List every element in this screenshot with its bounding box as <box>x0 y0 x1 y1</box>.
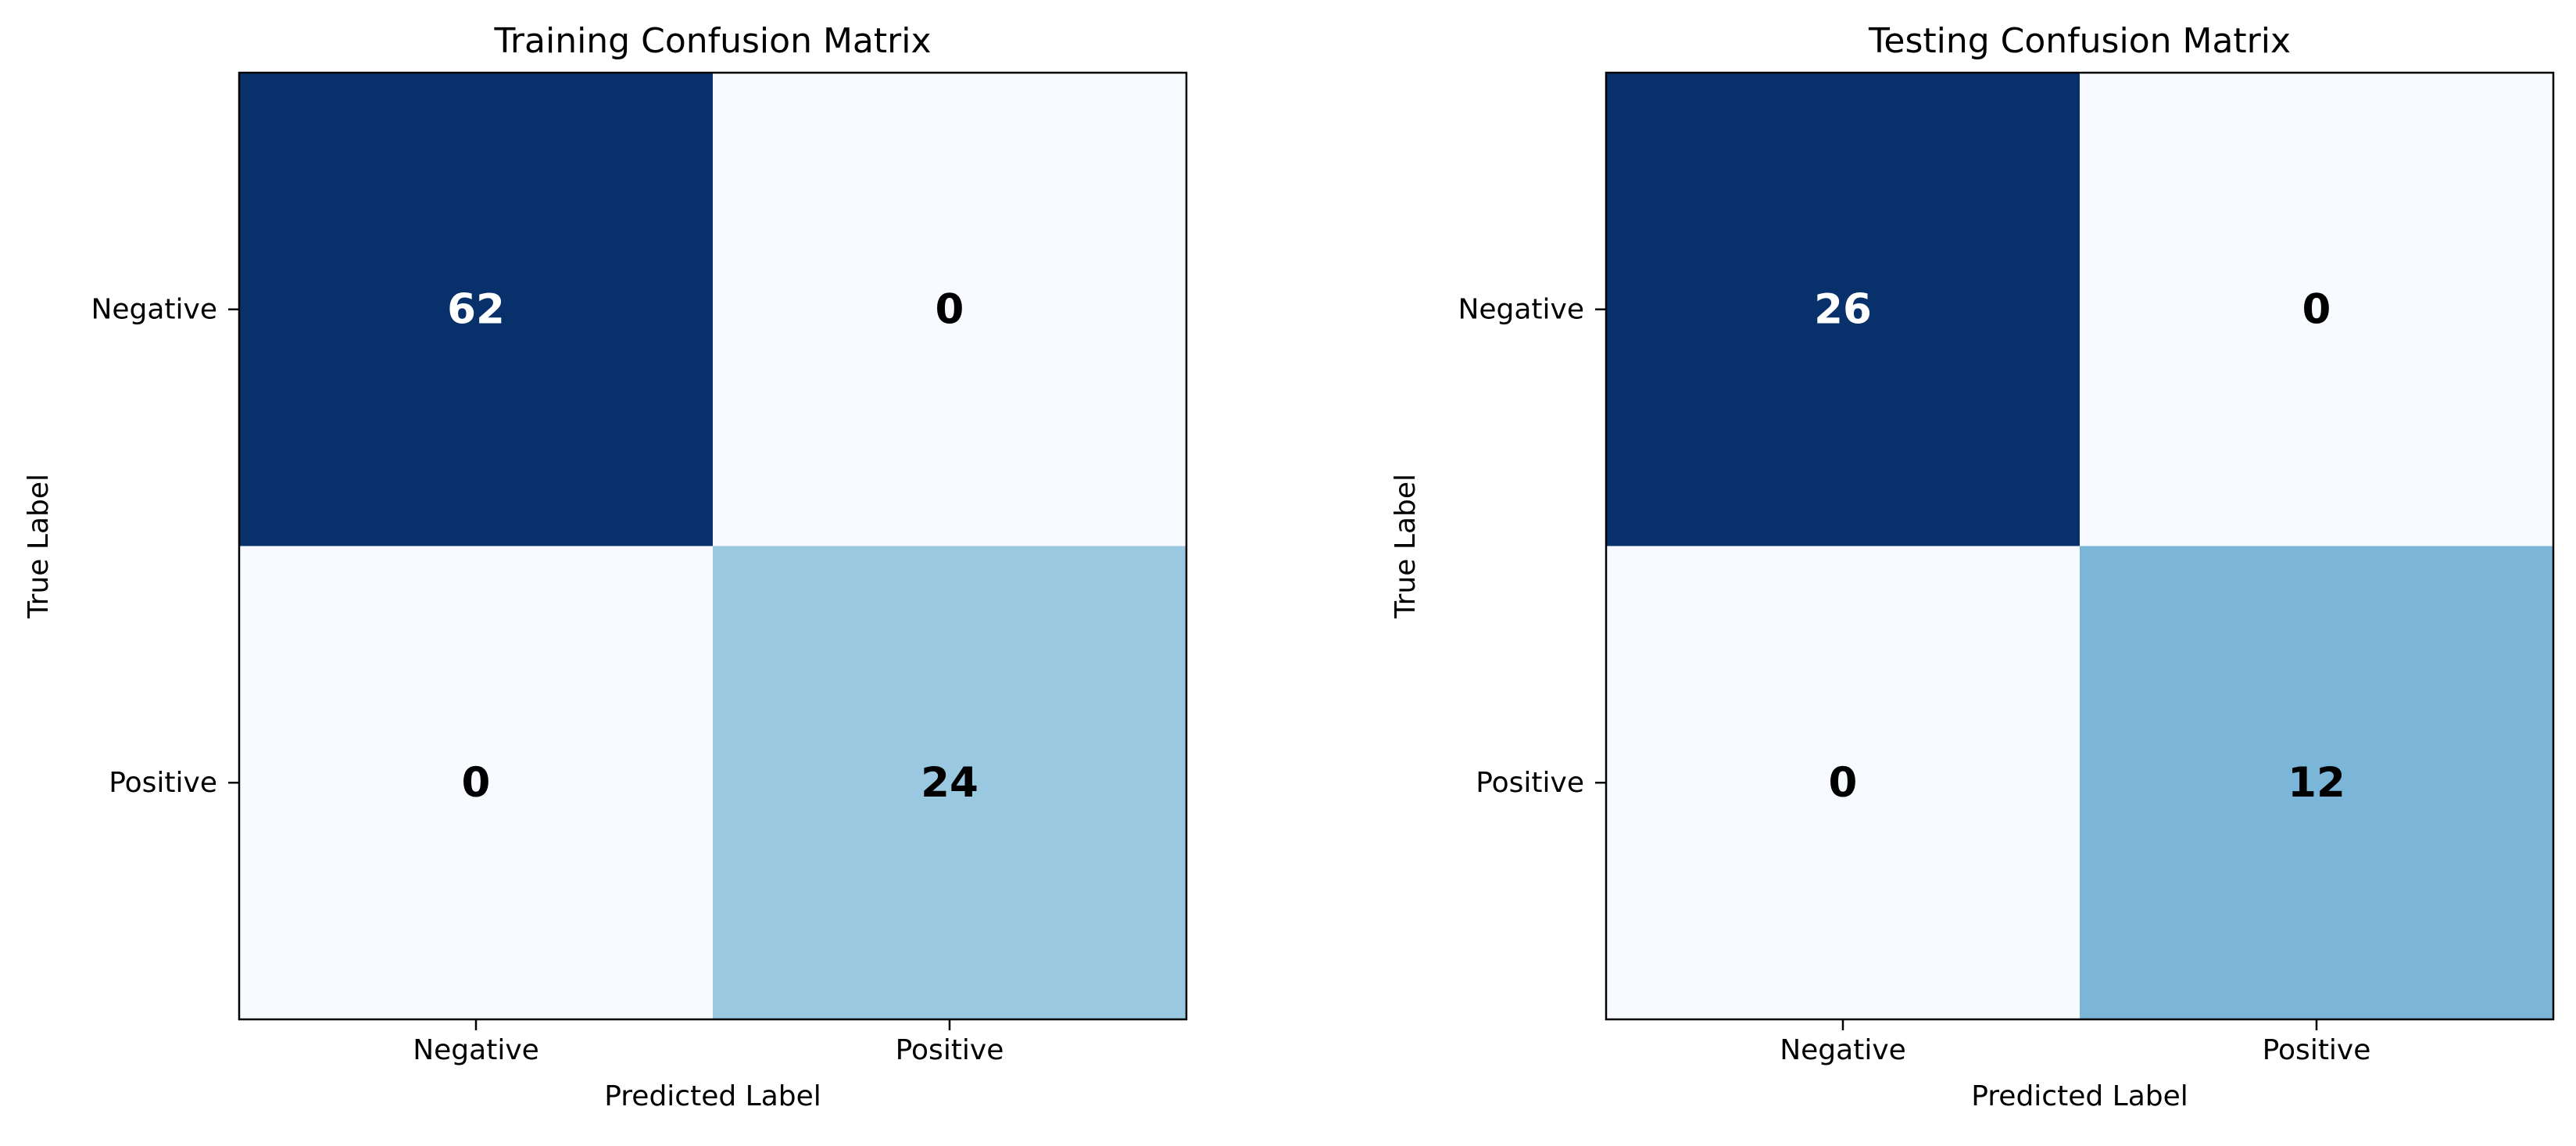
cell-value-label: 0 <box>936 285 964 333</box>
chart-panel-training: 62 0 0 24 Negative Positive Negative Positive Tr… <box>23 21 1188 1112</box>
y-axis-label: True Label <box>1390 474 1422 619</box>
heatmap-cell <box>713 546 1186 1019</box>
x-axis-label: Predicted Label <box>604 1080 821 1112</box>
cell-value-label: 0 <box>462 759 491 807</box>
x-axis-label: Predicted Label <box>1971 1080 2188 1112</box>
chart-title: Testing Confusion Matrix <box>1868 21 2291 61</box>
cell-value-label: 26 <box>1814 285 1872 333</box>
heatmap-cell <box>239 73 713 546</box>
chart-panel-testing: 26 0 0 12 Negative Positive Negative Positive Te… <box>1390 21 2555 1112</box>
x-tick-label: Positive <box>2263 1034 2371 1066</box>
chart-title: Training Confusion Matrix <box>494 21 932 61</box>
y-tick-label: Positive <box>1476 767 1584 799</box>
y-tick-label: Positive <box>109 767 217 799</box>
heatmap-cell <box>2080 73 2553 546</box>
heatmap-cell <box>2080 546 2553 1019</box>
heatmap-cell <box>1606 73 2080 546</box>
x-tick-label: Negative <box>1780 1034 1906 1066</box>
cell-value-label: 0 <box>2302 285 2331 333</box>
y-tick-label: Negative <box>1458 293 1584 325</box>
heatmap-cell <box>239 546 713 1019</box>
axes-frame <box>238 71 1188 1021</box>
heatmap-cell <box>713 73 1186 546</box>
x-tick-label: Negative <box>413 1034 539 1066</box>
heatmap-cell <box>1606 546 2080 1019</box>
cell-value-label: 62 <box>447 285 505 333</box>
y-axis-label: True Label <box>23 474 55 619</box>
cell-value-label: 24 <box>921 759 979 807</box>
y-tick-label: Negative <box>91 293 217 325</box>
cell-value-label: 12 <box>2288 759 2345 807</box>
cell-value-label: 0 <box>1829 759 1858 807</box>
x-tick-label: Positive <box>896 1034 1004 1066</box>
axes-frame <box>1605 71 2555 1021</box>
